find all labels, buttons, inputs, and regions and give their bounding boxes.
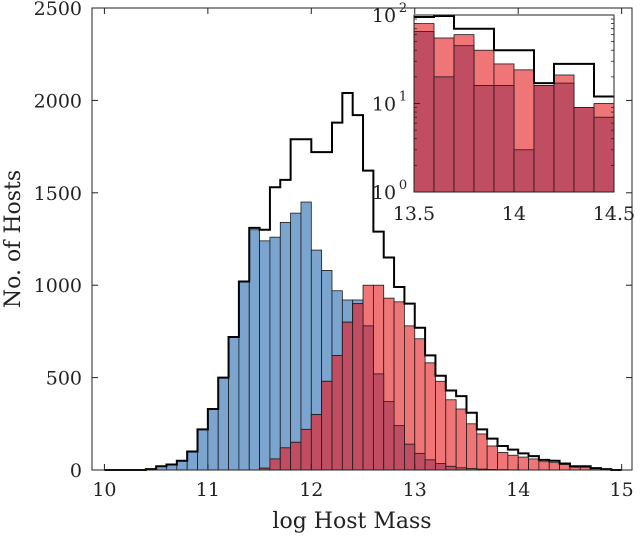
inset-bar-dark_red-4 <box>494 85 514 192</box>
bar-dark_red-20 <box>311 415 321 470</box>
inset-bar-dark_red-2 <box>454 46 474 192</box>
inset-bar-dark_red-6 <box>534 85 554 192</box>
bar-red-39 <box>508 455 518 470</box>
bar-red-40 <box>518 457 528 470</box>
bar-dark_red-26 <box>373 374 383 470</box>
bar-red-36 <box>477 434 487 470</box>
bar-dark_red-31 <box>425 460 435 470</box>
bar-red-42 <box>539 462 549 470</box>
bar-red-30 <box>415 339 425 470</box>
bar-red-38 <box>498 452 508 470</box>
bar-blue-14 <box>249 230 259 470</box>
bar-dark_red-28 <box>394 426 404 470</box>
bar-blue-12 <box>229 337 239 470</box>
bar-dark_red-24 <box>353 304 363 470</box>
bar-dark_red-32 <box>435 464 445 470</box>
bar-dark_red-23 <box>342 322 352 470</box>
inset-x-tick-label: 13.5 <box>393 203 435 225</box>
bar-red-41 <box>529 459 539 470</box>
bar-blue-15 <box>260 241 270 470</box>
inset-y-tick-label: 10 <box>372 94 396 116</box>
bar-dark_red-25 <box>363 326 373 470</box>
inset-x-tick-label: 14 <box>502 203 526 225</box>
bar-red-34 <box>456 409 466 470</box>
bar-dark_red-30 <box>415 453 425 470</box>
bar-red-35 <box>466 424 476 470</box>
bar-dark_red-19 <box>301 429 311 470</box>
y-tick-label: 0 <box>70 460 82 482</box>
x-tick-label: 10 <box>92 479 116 501</box>
bar-blue-11 <box>218 378 228 470</box>
bar-blue-9 <box>198 429 208 470</box>
y-tick-label: 1000 <box>34 275 82 297</box>
inset-bar-dark_red-8 <box>574 108 594 192</box>
bar-blue-16 <box>270 237 280 470</box>
bar-dark_red-27 <box>384 402 394 470</box>
inset-bar-dark_red-1 <box>434 77 454 192</box>
inset-bar-dark_red-9 <box>594 117 614 192</box>
bar-red-32 <box>435 381 445 470</box>
bar-red-33 <box>446 400 456 470</box>
bar-red-37 <box>487 446 497 470</box>
bar-blue-7 <box>177 461 187 470</box>
x-tick-label: 12 <box>299 479 323 501</box>
y-tick-label: 1500 <box>34 183 82 205</box>
inset-y-tick-label: 10 <box>372 5 396 27</box>
inset-bar-dark_red-7 <box>554 83 574 192</box>
bar-red-43 <box>549 463 559 470</box>
bar-red-44 <box>560 464 570 470</box>
bar-blue-13 <box>239 282 249 470</box>
bar-dark_red-22 <box>332 355 342 470</box>
bar-blue-18 <box>291 213 301 470</box>
inset-y-tick-exponent: 0 <box>399 178 407 193</box>
bar-blue-8 <box>187 452 197 470</box>
x-tick-label: 11 <box>196 479 220 501</box>
inset-x-tick-label: 14.5 <box>593 203 635 225</box>
x-axis-label: log Host Mass <box>272 509 431 534</box>
bar-dark_red-17 <box>280 448 290 470</box>
x-tick-label: 15 <box>610 479 634 501</box>
y-tick-label: 500 <box>46 368 82 390</box>
bar-blue-17 <box>280 222 290 470</box>
y-axis-label: No. of Hosts <box>1 170 26 308</box>
bar-dark_red-16 <box>270 459 280 470</box>
inset-y-tick-exponent: 2 <box>399 1 407 16</box>
bar-red-31 <box>425 363 435 470</box>
inset-bar-dark_red-3 <box>474 85 494 192</box>
bar-dark_red-29 <box>404 444 414 470</box>
x-tick-label: 13 <box>403 479 427 501</box>
bar-dark_red-21 <box>322 381 332 470</box>
bar-dark_red-33 <box>446 466 456 470</box>
y-tick-label: 2500 <box>34 0 82 20</box>
bar-blue-10 <box>208 409 218 470</box>
inset-bar-dark_red-5 <box>514 150 534 192</box>
inset-y-tick-label: 10 <box>372 182 396 204</box>
x-tick-label: 14 <box>506 479 530 501</box>
bar-dark_red-18 <box>291 442 301 470</box>
y-tick-label: 2000 <box>34 90 82 112</box>
inset-y-tick-exponent: 1 <box>399 90 407 105</box>
